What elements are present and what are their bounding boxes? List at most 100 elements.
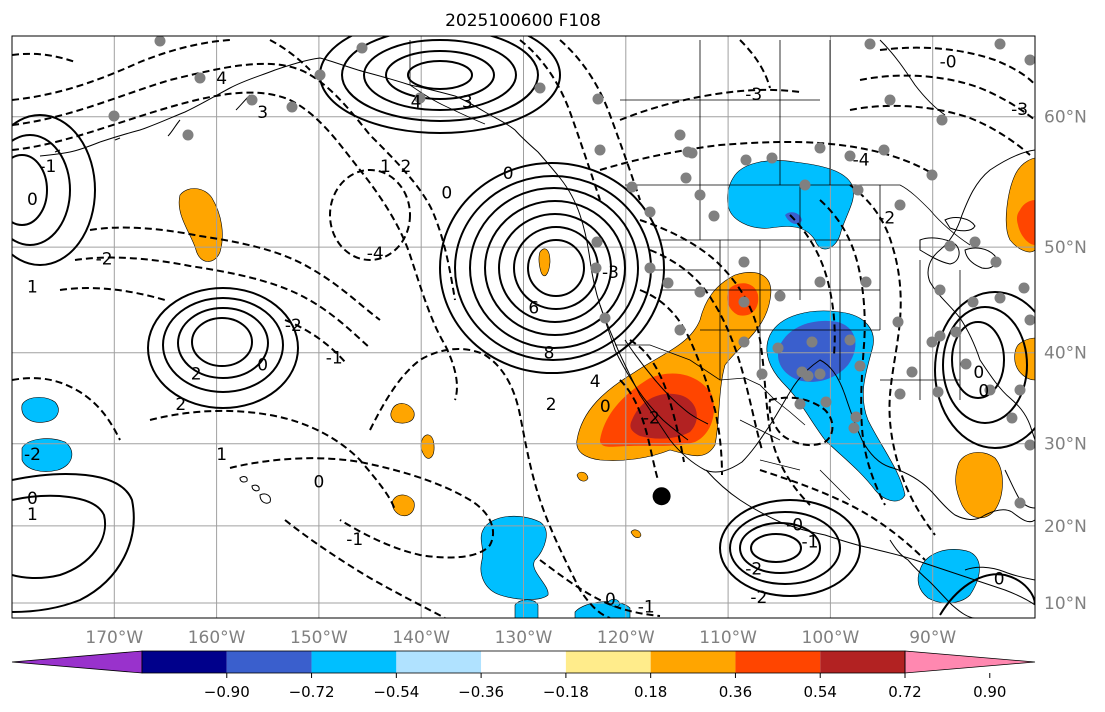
contour-label-text: 2 <box>400 157 411 177</box>
contour-label-text: 0 <box>600 397 611 417</box>
station-dot <box>852 184 864 196</box>
contour-ee-1 <box>934 291 1035 449</box>
lat-tick-label: 50°N <box>1044 238 1087 258</box>
contour-label: -1 <box>326 349 343 369</box>
station-dot <box>926 169 938 181</box>
contour-high-3 <box>469 187 639 349</box>
station-dot <box>844 334 856 346</box>
contour-high-1 <box>439 162 665 374</box>
contour-label-text: 0 <box>27 190 38 210</box>
shaded-regions <box>21 157 1035 618</box>
contour-label: 0 <box>503 164 514 184</box>
station-dot <box>694 286 706 298</box>
contour-ak-5 <box>407 60 473 90</box>
station-dot <box>796 366 808 378</box>
warm-anomaly-pacific-7 <box>576 471 589 482</box>
contour-label: -0 <box>786 515 803 535</box>
contour-mp-2 <box>729 511 841 585</box>
contour-ak-3 <box>363 39 517 111</box>
contour-ee-4 <box>939 573 1035 616</box>
contour-label: 0 <box>27 489 38 509</box>
contour-ee-2 <box>942 306 1028 424</box>
station-dot <box>680 172 692 184</box>
station-dot <box>738 336 750 348</box>
contour-lines <box>12 36 1035 618</box>
contour-neg-31 <box>739 39 771 89</box>
border-canada-provinces <box>620 40 831 185</box>
contour-high-7 <box>527 239 585 297</box>
colorbar-tick-label: −0.36 <box>458 683 504 701</box>
colorbar-tick-label: 0.36 <box>719 683 752 701</box>
colorbar-segment <box>735 651 821 673</box>
station-dot <box>894 199 906 211</box>
border-canada-us <box>625 184 971 246</box>
contour-neg-2 <box>12 62 456 301</box>
contour-label: 4 <box>590 372 601 392</box>
station-dot <box>592 93 604 105</box>
contour-label-text: -2 <box>96 250 113 270</box>
contour-label: 0 <box>257 355 268 375</box>
contour-label-text: -4 <box>367 244 384 264</box>
contour-label: 1 <box>380 157 391 177</box>
station-dot <box>774 290 786 302</box>
station-dot <box>534 82 546 94</box>
station-dot <box>286 101 298 113</box>
station-dot <box>644 262 656 274</box>
station-dot <box>599 312 611 324</box>
station-dot <box>994 292 1006 304</box>
contour-neg-12 <box>539 559 661 617</box>
station-dot <box>1006 412 1018 424</box>
coastline-hudson-bay <box>879 39 946 116</box>
contour-label-text: 1 <box>27 277 38 297</box>
contour-label: 2 <box>191 365 202 385</box>
contour-label: 0 <box>973 363 984 383</box>
lon-tick-label: 160°W <box>188 628 246 648</box>
contour-cp-4 <box>191 317 253 367</box>
contour-label: -3 <box>602 263 619 283</box>
station-dot <box>814 368 826 380</box>
station-dot <box>806 336 818 348</box>
station-dot <box>854 360 866 372</box>
contour-cp-3 <box>177 307 269 379</box>
coastline-hawaii <box>239 476 271 504</box>
station-dot <box>626 181 638 193</box>
contour-neg-4 <box>89 226 381 321</box>
contour-label-text: -0 <box>940 53 957 73</box>
contour-label-text: -1 <box>638 598 655 618</box>
station-dot <box>906 366 918 378</box>
contour-neg-28 <box>12 39 311 71</box>
colorbar-extend-high <box>904 650 1036 674</box>
gridlines <box>12 36 1035 618</box>
contour-label: 0 <box>441 183 452 203</box>
contour-label-text: 3 <box>462 93 473 113</box>
station-dot <box>799 179 811 191</box>
station-dot <box>934 284 946 296</box>
coastline-baja <box>599 304 689 441</box>
contour-neg-18 <box>629 339 685 463</box>
contour-neg-3 <box>12 39 231 101</box>
station-dot <box>738 256 750 268</box>
contour-neg-19 <box>619 379 659 481</box>
station-dot <box>1024 54 1035 66</box>
contour-label: -2 <box>750 588 767 608</box>
station-dot <box>154 36 166 47</box>
contour-neg-1 <box>12 91 458 401</box>
contour-label-text: 0 <box>257 355 268 375</box>
contour-neg-14 <box>599 140 936 176</box>
warm-anomaly-pacific-5 <box>538 248 551 277</box>
contour-neg-16 <box>649 249 763 451</box>
contour-label: 8 <box>544 344 555 364</box>
contour-neg-17 <box>639 289 723 476</box>
contour-ee-3 <box>951 321 1005 399</box>
station-dot <box>182 129 194 141</box>
station-dot <box>686 147 698 159</box>
contour-label: -0 <box>940 53 957 73</box>
warm-anomaly-gulf <box>955 452 1003 518</box>
contour-label-text: 1 <box>380 157 391 177</box>
colorbar-segment <box>396 651 482 673</box>
station-dot <box>814 142 826 154</box>
contour-label-text: 0 <box>503 164 514 184</box>
contour-label-text: -2 <box>285 316 302 336</box>
contour-label: 2 <box>546 395 557 415</box>
